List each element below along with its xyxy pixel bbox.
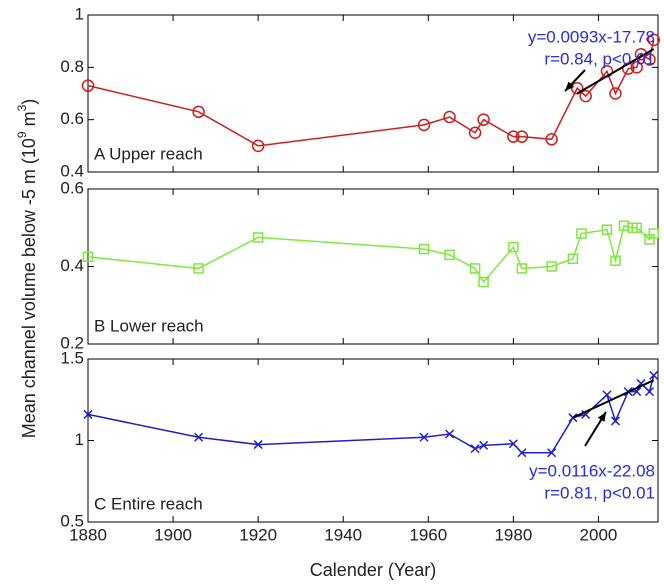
marker xyxy=(443,110,456,124)
marker xyxy=(479,440,489,450)
marker xyxy=(567,253,579,264)
y-tick-label: 1 xyxy=(75,430,84,449)
marker xyxy=(601,224,613,235)
arrow-head xyxy=(597,412,606,422)
marker xyxy=(445,429,455,439)
trend-line xyxy=(572,379,655,419)
x-tick-label: 1960 xyxy=(409,525,447,544)
y-axis-label-part: 9 xyxy=(15,131,29,138)
y-tick-label: 0.6 xyxy=(60,178,84,197)
x-tick-label: 1880 xyxy=(69,525,107,544)
x-axis-label: Calender (Year) xyxy=(310,560,436,580)
marker xyxy=(631,222,642,233)
marker xyxy=(643,53,656,66)
marker xyxy=(83,409,93,419)
y-tick-label: 1.5 xyxy=(60,348,84,367)
marker xyxy=(192,105,205,119)
annotation: y=0.0093x-17.78 xyxy=(528,27,655,46)
marker xyxy=(82,251,94,263)
y-tick-label: 0.4 xyxy=(60,256,84,275)
y-tick-label: 1 xyxy=(75,4,84,23)
x-tick-label: 1920 xyxy=(239,525,277,544)
marker xyxy=(581,409,591,419)
y-axis-label-part: Mean channel volume below -5 m (10 xyxy=(19,138,39,438)
marker xyxy=(516,263,528,274)
marker xyxy=(477,113,490,126)
marker xyxy=(630,61,643,74)
marker xyxy=(508,439,518,449)
marker xyxy=(469,263,481,274)
marker xyxy=(419,432,429,442)
panel-label: B Lower reach xyxy=(94,316,204,335)
marker xyxy=(444,249,455,261)
panel-label: C Entire reach xyxy=(94,494,203,513)
x-tick-label: 1900 xyxy=(154,525,192,544)
marker xyxy=(576,228,587,239)
axes-frame xyxy=(87,188,659,345)
marker xyxy=(649,370,659,380)
y-tick-label: 0.5 xyxy=(60,511,84,530)
marker xyxy=(515,130,529,143)
marker xyxy=(609,87,622,100)
y-axis-label-part: m xyxy=(19,111,39,131)
marker xyxy=(570,82,584,95)
arrow-head xyxy=(565,81,575,91)
trend-line xyxy=(576,48,655,95)
y-axis-label-part: 3 xyxy=(15,104,29,111)
x-tick-label: 2000 xyxy=(580,525,618,544)
marker xyxy=(545,133,558,146)
marker xyxy=(610,255,621,266)
marker xyxy=(517,448,527,458)
marker xyxy=(644,387,655,397)
marker xyxy=(546,261,557,272)
y-tick-label: 0.4 xyxy=(60,161,84,180)
annotation: r=0.81, p<0.01 xyxy=(544,483,655,502)
y-tick-label: 0.6 xyxy=(60,109,84,128)
marker xyxy=(636,378,646,388)
marker xyxy=(508,241,519,253)
panel-label: A Upper reach xyxy=(94,144,203,163)
annotation: y=0.0116x-22.08 xyxy=(529,461,655,480)
axes-frame xyxy=(87,14,659,173)
y-tick-label: 0.8 xyxy=(60,57,84,76)
marker xyxy=(610,416,620,426)
marker xyxy=(478,276,489,288)
marker xyxy=(468,126,482,139)
marker xyxy=(418,243,430,255)
y-tick-label: 0.2 xyxy=(60,333,84,352)
marker xyxy=(547,448,557,458)
marker xyxy=(417,118,431,132)
y-axis-label-part: ) xyxy=(19,99,39,105)
marker xyxy=(579,89,592,103)
marker xyxy=(602,390,612,400)
marker xyxy=(252,232,264,243)
marker xyxy=(647,33,660,47)
marker xyxy=(194,432,204,442)
x-tick-label: 1940 xyxy=(324,525,362,544)
marker xyxy=(253,440,263,450)
marker xyxy=(568,413,578,423)
annotation: r=0.84, p<0.01 xyxy=(544,49,655,68)
x-tick-label: 1980 xyxy=(494,525,532,544)
marker xyxy=(470,444,480,454)
marker xyxy=(648,228,659,239)
axes-frame xyxy=(87,358,659,523)
y-axis-label: Mean channel volume below -5 m (109 m3) xyxy=(15,99,39,439)
marker xyxy=(507,130,520,143)
marker xyxy=(193,263,204,274)
marker xyxy=(251,139,265,153)
marker xyxy=(81,79,95,92)
data-line xyxy=(87,39,655,147)
